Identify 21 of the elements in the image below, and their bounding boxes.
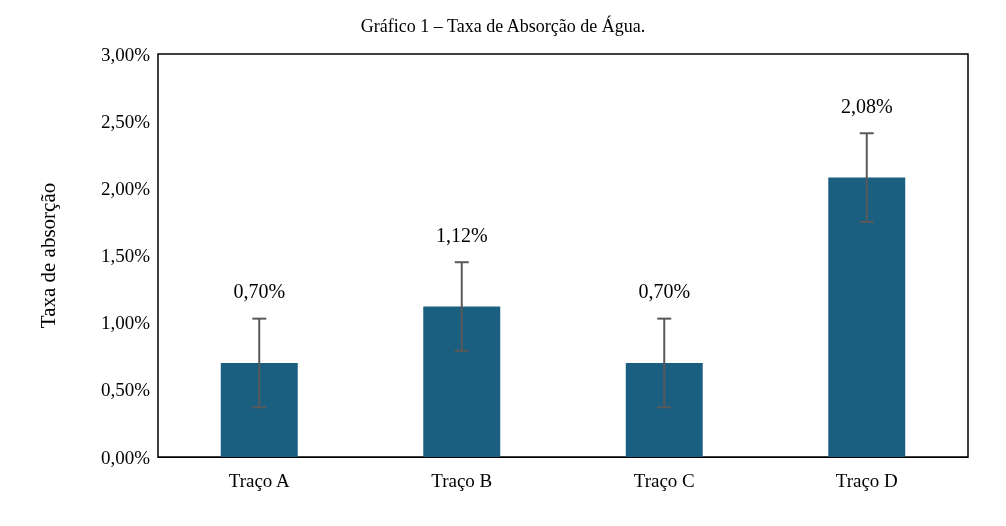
- data-label: 0,70%: [233, 279, 286, 302]
- bar: [828, 177, 906, 457]
- chart-title: Gráfico 1 – Taxa de Absorção de Água.: [360, 15, 646, 36]
- y-tick-label: 0,00%: [100, 446, 151, 468]
- x-tick-label: Traço D: [835, 470, 898, 491]
- y-tick-label: 2,50%: [100, 110, 151, 132]
- y-tick-label: 1,00%: [100, 312, 151, 334]
- data-label: 1,12%: [435, 223, 488, 246]
- y-axis-title: Taxa de absorção: [35, 182, 60, 329]
- y-tick-label: 0,50%: [100, 379, 151, 401]
- data-label: 0,70%: [638, 279, 691, 302]
- bar: [625, 362, 703, 457]
- bar: [423, 306, 501, 457]
- y-tick-label: 3,00%: [100, 43, 151, 65]
- y-tick-label: 2,00%: [100, 177, 151, 199]
- data-label: 2,08%: [840, 94, 893, 117]
- x-tick-label: Traço A: [228, 470, 291, 491]
- x-tick-label: Traço B: [431, 470, 493, 491]
- bar: [220, 362, 298, 457]
- y-tick-label: 1,50%: [100, 245, 151, 266]
- x-tick-label: Traço C: [633, 470, 695, 491]
